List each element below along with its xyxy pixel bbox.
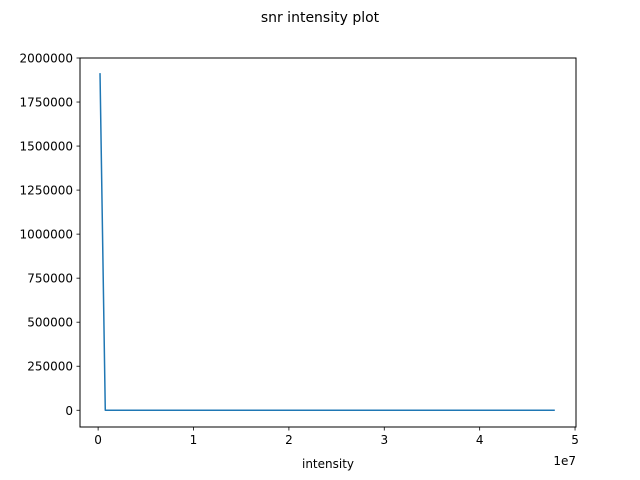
y-tick-label: 2000000: [20, 52, 73, 66]
x-tick-label: 0: [94, 433, 102, 447]
x-axis: 0 1 2 3 4 5: [94, 427, 579, 447]
y-tick-label: 250000: [27, 360, 73, 374]
y-axis: 0 250000 500000 750000 1000000 1250000 1500000…: [20, 52, 80, 418]
x-tick-label: 4: [476, 433, 484, 447]
y-tick-label: 750000: [27, 272, 73, 286]
x-axis-offset-label: 1e7: [553, 454, 576, 468]
series-line: [99, 73, 555, 412]
axes-frame: [79, 57, 577, 428]
plot-area: [99, 73, 555, 412]
y-tick-label: 1750000: [20, 96, 73, 110]
x-tick-label: 3: [380, 433, 388, 447]
x-tick-label: 1: [190, 433, 198, 447]
y-tick-label: 0: [65, 404, 73, 418]
y-tick-label: 1000000: [20, 228, 73, 242]
y-tick-label: 500000: [27, 316, 73, 330]
x-axis-label: intensity: [302, 457, 354, 471]
x-tick-label: 2: [285, 433, 293, 447]
x-tick-label: 5: [571, 433, 579, 447]
chart-title: snr intensity plot: [261, 10, 380, 26]
y-tick-label: 1250000: [20, 184, 73, 198]
y-tick-label: 1500000: [20, 140, 73, 154]
